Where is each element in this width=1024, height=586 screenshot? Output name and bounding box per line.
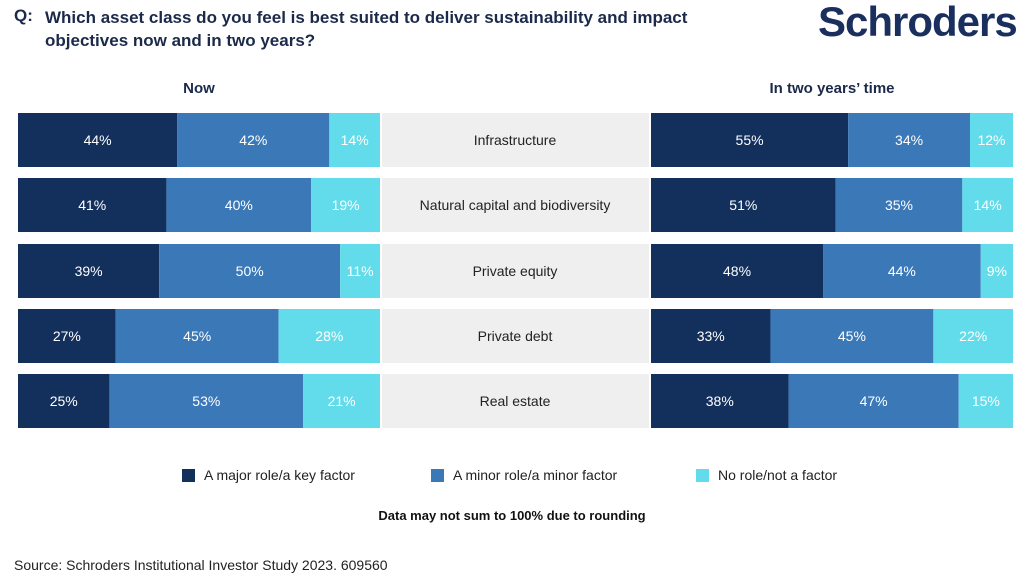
bar-segment-major — [651, 309, 771, 363]
category-label: Private equity — [473, 263, 558, 279]
data-label: 45% — [183, 328, 211, 344]
panel-title-two-years: In two years’ time — [769, 80, 895, 97]
data-label: 15% — [972, 393, 1000, 409]
category-band — [382, 374, 649, 428]
bar-segment-none — [340, 244, 380, 298]
legend-item-none: No role/not a factor — [696, 467, 837, 483]
data-label: 42% — [239, 132, 267, 148]
schroders-logo: Schroders — [818, 0, 1018, 45]
panel-title-now: Now — [183, 80, 215, 97]
bar-segment-major — [18, 374, 110, 428]
data-label: 44% — [84, 132, 112, 148]
data-label: 40% — [225, 197, 253, 213]
data-label: 44% — [888, 263, 916, 279]
data-label: 38% — [706, 393, 734, 409]
category-label: Real estate — [480, 393, 551, 409]
bar-segment-minor — [115, 309, 279, 363]
bar-segment-major — [651, 113, 849, 167]
data-label: 14% — [974, 197, 1002, 213]
data-label: 19% — [332, 197, 360, 213]
category-band — [382, 113, 649, 167]
legend-swatch-none — [696, 468, 709, 482]
data-label: 35% — [885, 197, 913, 213]
bar-segment-major — [18, 113, 178, 167]
data-label: 33% — [697, 328, 725, 344]
data-label: 41% — [78, 197, 106, 213]
legend-item-major: A major role/a key factor — [182, 467, 355, 483]
data-label: 14% — [341, 132, 369, 148]
bar-segment-major — [651, 244, 824, 298]
bar-segment-none — [958, 374, 1013, 428]
bar-segment-none — [303, 374, 380, 428]
bar-segment-minor — [159, 244, 341, 298]
bar-segment-none — [329, 113, 380, 167]
bar-segment-minor — [823, 244, 981, 298]
bar-segment-minor — [770, 309, 934, 363]
bar-segment-major — [651, 178, 836, 232]
data-label: 48% — [723, 263, 751, 279]
question-title: Which asset class do you feel is best su… — [45, 8, 688, 50]
category-band — [382, 244, 649, 298]
bar-segment-minor — [788, 374, 959, 428]
bar-segment-minor — [835, 178, 963, 232]
data-label: 39% — [75, 263, 103, 279]
data-label: 53% — [192, 393, 220, 409]
category-band — [382, 178, 649, 232]
bar-segment-none — [311, 178, 380, 232]
data-label: 9% — [987, 263, 1007, 279]
data-label: 34% — [895, 132, 923, 148]
legend-label-none: No role/not a factor — [718, 467, 838, 483]
legend-label-major: A major role/a key factor — [204, 467, 355, 483]
bar-segment-major — [651, 374, 789, 428]
legend-swatch-minor — [431, 468, 444, 482]
data-label: 28% — [315, 328, 343, 344]
data-label: 27% — [53, 328, 81, 344]
data-label: 21% — [328, 393, 356, 409]
legend-swatch-major — [182, 468, 195, 482]
category-label: Infrastructure — [474, 132, 557, 148]
question-prefix: Q: — [14, 6, 33, 25]
data-label: 25% — [50, 393, 78, 409]
bar-segment-none — [962, 178, 1013, 232]
legend: A major role/a key factor A minor role/a… — [0, 467, 1024, 487]
bar-segment-minor — [177, 113, 330, 167]
bar-segment-none — [933, 309, 1013, 363]
stacked-bar-chart: Infrastructure Natural capital and biodiv… — [18, 113, 1013, 428]
bar-segment-none — [969, 113, 1013, 167]
bar-segment-none — [980, 244, 1013, 298]
bar-segment-major — [18, 309, 116, 363]
legend-item-minor: A minor role/a minor factor — [431, 467, 617, 483]
data-label: 50% — [236, 263, 264, 279]
data-label: 11% — [347, 263, 374, 279]
data-label: 45% — [838, 328, 866, 344]
data-label: 22% — [959, 328, 987, 344]
data-label: 12% — [977, 132, 1005, 148]
bar-segment-major — [18, 178, 167, 232]
category-label: Natural capital and biodiversity — [420, 197, 611, 213]
category-label: Private debt — [478, 328, 553, 344]
data-label: 55% — [736, 132, 764, 148]
data-label: 47% — [860, 393, 888, 409]
bar-segment-minor — [848, 113, 970, 167]
data-label: 51% — [729, 197, 757, 213]
rounding-note: Data may not sum to 100% due to rounding — [378, 508, 646, 523]
bar-segment-minor — [166, 178, 312, 232]
bar-segment-minor — [109, 374, 304, 428]
category-band — [382, 309, 649, 363]
source-note: Source: Schroders Institutional Investor… — [14, 557, 388, 573]
legend-label-minor: A minor role/a minor factor — [453, 467, 618, 483]
bar-segment-major — [18, 244, 160, 298]
bar-segment-none — [278, 309, 380, 363]
